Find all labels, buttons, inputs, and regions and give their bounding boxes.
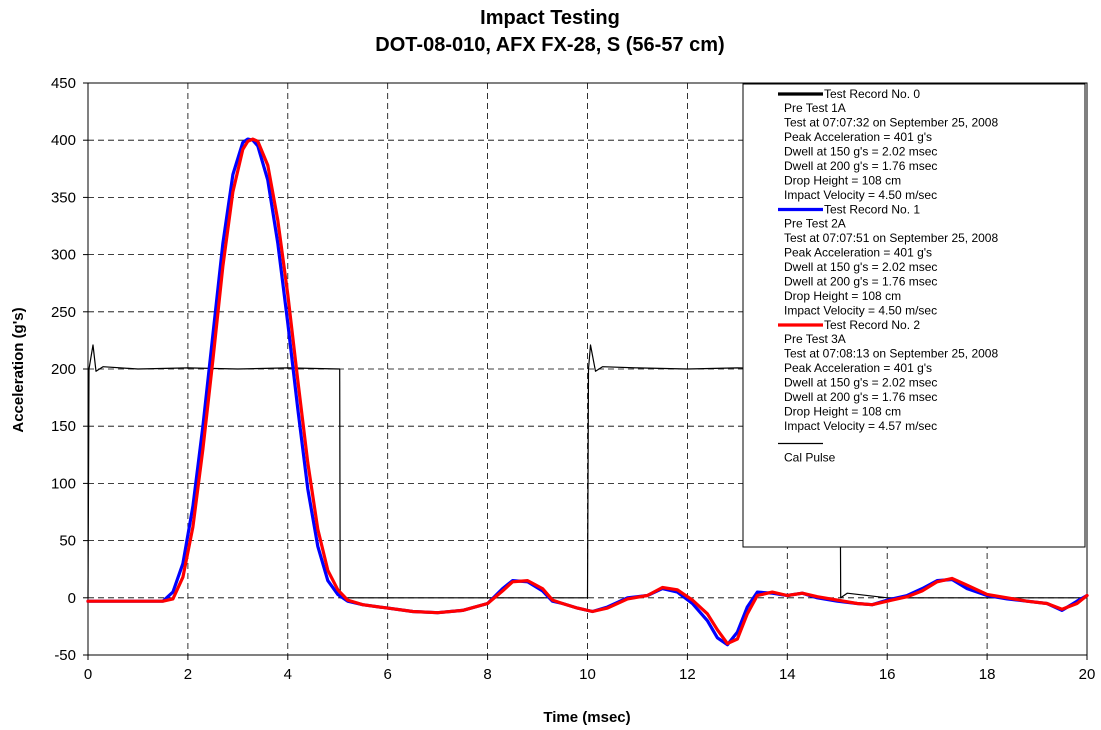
- y-tick-label: 0: [68, 590, 76, 607]
- series-lines: [86, 137, 1089, 647]
- legend-detail-test-record-no-1: Pre Test 2A: [784, 217, 846, 231]
- x-tick-label: 4: [284, 666, 292, 683]
- x-tick-label: 12: [679, 666, 696, 683]
- x-tick-label: 14: [779, 666, 796, 683]
- legend-box: [742, 83, 1086, 548]
- legend-detail-test-record-no-1: Dwell at 150 g's = 2.02 msec: [784, 260, 937, 274]
- y-tick-label: 100: [51, 475, 76, 492]
- legend-detail-test-record-no-0: Test at 07:07:32 on September 25, 2008: [784, 116, 998, 130]
- y-axis-title: Acceleration (g's): [10, 307, 27, 432]
- x-tick-label: 0: [84, 666, 92, 683]
- y-tick-label: 250: [51, 304, 76, 321]
- y-tick-label: 150: [51, 418, 76, 435]
- legend-detail-test-record-no-0: Impact Velocity = 4.50 m/sec: [784, 188, 937, 202]
- legend-detail-test-record-no-1: Drop Height = 108 cm: [784, 289, 901, 303]
- series-line-test-record-no-2: [86, 137, 1089, 646]
- y-tick-label: 400: [51, 132, 76, 149]
- legend-detail-test-record-no-2: Pre Test 3A: [784, 332, 846, 346]
- legend-detail-test-record-no-0: Dwell at 200 g's = 1.76 msec: [784, 159, 937, 173]
- x-tick-label: 8: [483, 666, 491, 683]
- legend-label-test-record-no-0: Test Record No. 0: [824, 87, 920, 101]
- x-tick-label: 2: [184, 666, 192, 683]
- legend-detail-test-record-no-2: Drop Height = 108 cm: [784, 405, 901, 419]
- legend-detail-test-record-no-2: Test at 07:08:13 on September 25, 2008: [784, 347, 998, 361]
- legend-detail-test-record-no-0: Pre Test 1A: [784, 101, 846, 115]
- chart-title: Impact Testing: [480, 7, 620, 29]
- y-tick-label: 200: [51, 361, 76, 378]
- legend-detail-test-record-no-1: Impact Velocity = 4.50 m/sec: [784, 304, 937, 318]
- legend-label-test-record-no-2: Test Record No. 2: [824, 318, 920, 332]
- x-tick-label: 20: [1079, 666, 1096, 683]
- legend-detail-test-record-no-2: Impact Velocity = 4.57 m/sec: [784, 419, 937, 433]
- legend-detail-test-record-no-1: Dwell at 200 g's = 1.76 msec: [784, 275, 937, 289]
- legend-detail-test-record-no-0: Peak Acceleration = 401 g's: [784, 130, 932, 144]
- x-axis-title: Time (msec): [543, 709, 630, 726]
- axes: 0 2 4 6 8 10 12 14 16 18 20 450 400 350 300 250 200 150 10…: [51, 75, 1095, 683]
- legend-detail-test-record-no-2: Dwell at 150 g's = 2.02 msec: [784, 376, 937, 390]
- legend-detail-test-record-no-0: Drop Height = 108 cm: [784, 174, 901, 188]
- y-tick-label: 450: [51, 75, 76, 92]
- x-tick-label: 18: [979, 666, 996, 683]
- series-line-cal-pulse: [87, 344, 1088, 599]
- legend-detail-test-record-no-2: Peak Acceleration = 401 g's: [784, 361, 932, 375]
- chart-subtitle: DOT-08-010, AFX FX-28, S (56-57 cm): [375, 34, 724, 56]
- y-tick-label: 300: [51, 247, 76, 264]
- legend-detail-test-record-no-2: Dwell at 200 g's = 1.76 msec: [784, 390, 937, 404]
- legend-label-test-record-no-1: Test Record No. 1: [824, 203, 920, 217]
- y-tick-label: 50: [59, 533, 76, 550]
- x-tick-label: 10: [579, 666, 596, 683]
- legend-detail-test-record-no-1: Peak Acceleration = 401 g's: [784, 246, 932, 260]
- legend-detail-test-record-no-0: Dwell at 150 g's = 2.02 msec: [784, 145, 937, 159]
- x-tick-label: 16: [879, 666, 896, 683]
- x-tick-label: 6: [384, 666, 392, 683]
- y-tick-label: 350: [51, 189, 76, 206]
- legend-label-cal-pulse: Cal Pulse: [784, 451, 836, 465]
- legend-detail-test-record-no-1: Test at 07:07:51 on September 25, 2008: [784, 231, 998, 245]
- y-tick-label: -50: [54, 647, 76, 664]
